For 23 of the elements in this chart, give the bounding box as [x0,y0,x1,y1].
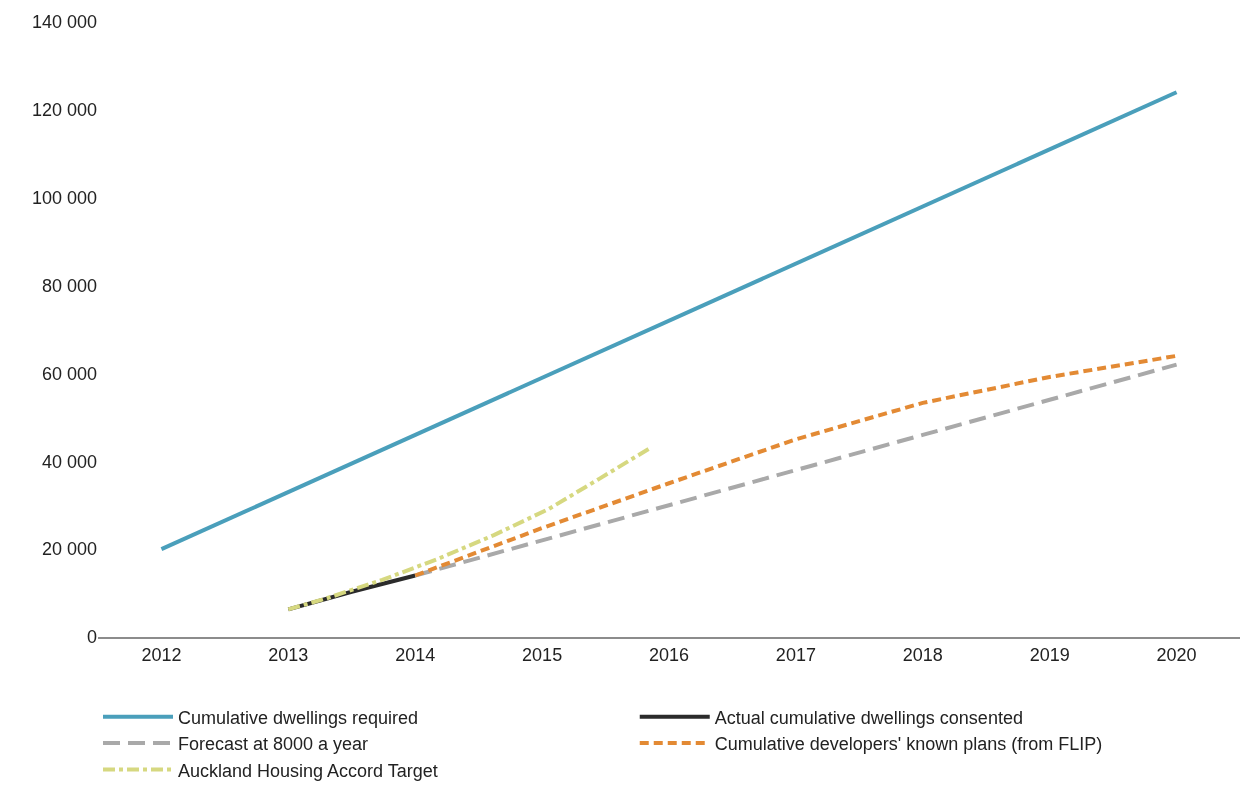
x-tick-label: 2015 [522,644,563,665]
line-series [286,446,652,612]
y-tick-label: 20 000 [41,539,97,560]
x-tick-label: 2019 [1029,644,1070,665]
x-tick-label: 2017 [775,644,816,665]
legend-label: Cumulative dwellings required [178,707,419,728]
y-tick-label: 60 000 [41,363,97,384]
y-tick-label: 120 000 [31,100,97,121]
x-tick-label: 2012 [141,644,182,665]
y-tick-label: 140 000 [31,12,97,33]
y-tick-label: 40 000 [41,451,97,472]
legend-label: Cumulative developers' known plans (from FLIP) [714,734,1103,755]
y-tick-label: 0 [86,627,97,648]
x-tick-label: 2014 [395,644,436,665]
x-tick-label: 2016 [648,644,690,665]
x-tick-label: 2018 [902,644,943,665]
y-tick-label: 100 000 [31,188,97,209]
legend-label: Auckland Housing Accord Target [178,760,438,781]
x-tick-label: 2013 [268,644,309,665]
legend-label: Forecast at 8000 a year [178,734,369,755]
y-tick-label: 80 000 [41,275,97,296]
legend-label: Actual cumulative dwellings consented [714,707,1023,728]
x-tick-label: 2020 [1156,644,1197,665]
